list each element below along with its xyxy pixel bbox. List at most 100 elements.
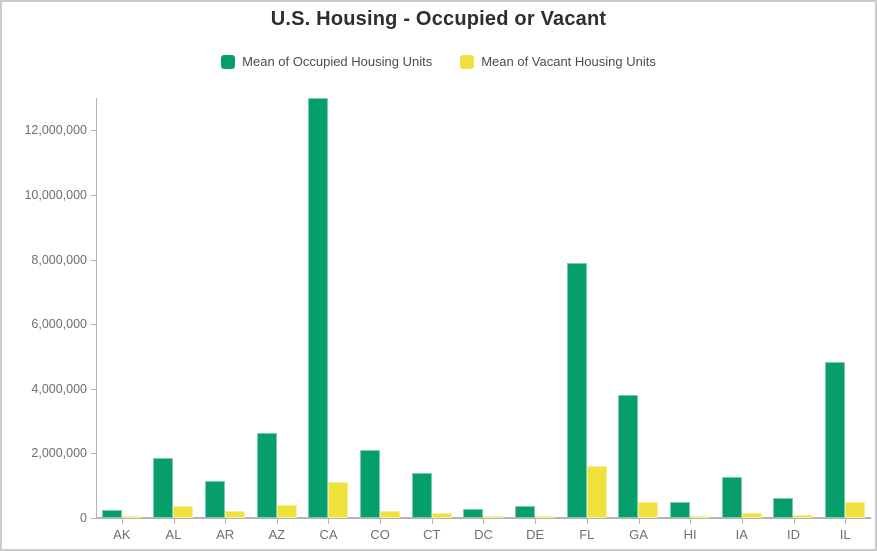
y-axis-tick-mark (91, 195, 96, 196)
x-axis-tick-mark (639, 519, 640, 524)
y-axis-tick-mark (91, 518, 96, 519)
x-axis-label-al: AL (165, 527, 182, 542)
bar-group-fl (561, 98, 613, 518)
x-axis-tick-mark (690, 519, 691, 524)
legend-item-vacant[interactable]: Mean of Vacant Housing Units (460, 54, 656, 69)
bar-occupied-az[interactable] (256, 433, 277, 518)
occupied-series-swatch-icon (221, 54, 236, 69)
chart-title: U.S. Housing - Occupied or Vacant (270, 8, 607, 30)
x-axis-label-fl: FL (579, 527, 595, 542)
bar-group-ct (406, 98, 458, 518)
bar-occupied-al[interactable] (153, 458, 174, 518)
x-axis-label-il: IL (839, 527, 851, 542)
bar-occupied-ca[interactable] (308, 98, 329, 518)
y-axis-tick-label: 6,000,000 (31, 317, 87, 332)
vacant-series-swatch-icon (460, 54, 475, 69)
y-axis-tick-label: 0 (80, 511, 87, 525)
x-axis-tick-mark (845, 519, 846, 524)
y-axis-tick-label: 12,000,000 (24, 123, 87, 138)
bar-occupied-il[interactable] (825, 362, 846, 518)
y-axis-tick-label: 4,000,000 (31, 381, 87, 396)
bar-occupied-ak[interactable] (101, 510, 122, 518)
x-axis-label-de: DE (526, 527, 545, 542)
bar-occupied-co[interactable] (360, 450, 381, 518)
x-axis-label-ak: AK (113, 527, 131, 542)
x-axis-line (96, 517, 871, 519)
x-axis-label-id: ID (786, 527, 800, 542)
bar-vacant-ak[interactable] (121, 516, 142, 518)
bar-occupied-hi[interactable] (670, 502, 691, 518)
x-axis-label-hi: HI (683, 527, 697, 542)
legend-label-vacant: Mean of Vacant Housing Units (481, 54, 656, 69)
x-axis-tick-mark (587, 519, 588, 524)
x-axis-tick-mark (328, 519, 329, 524)
x-axis-tick-mark (742, 519, 743, 524)
x-axis-label-ct: CT (423, 527, 441, 542)
bar-occupied-de[interactable] (515, 506, 536, 518)
x-axis-tick-mark (174, 519, 175, 524)
bar-vacant-co[interactable] (380, 511, 401, 518)
bar-group-ga (613, 98, 665, 518)
y-axis-tick-label: 2,000,000 (31, 446, 87, 461)
bar-vacant-ar[interactable] (225, 511, 246, 518)
bar-occupied-fl[interactable] (566, 263, 587, 518)
bar-group-id (768, 98, 820, 518)
bar-group-il (819, 98, 871, 518)
x-axis-tick-mark (483, 519, 484, 524)
x-axis-tick-mark (535, 519, 536, 524)
legend-label-occupied: Mean of Occupied Housing Units (242, 54, 433, 69)
y-axis-tick-mark (91, 260, 96, 261)
bar-group-az (251, 98, 303, 518)
x-axis-label-az: AZ (268, 527, 286, 542)
y-axis-tick-mark (91, 389, 96, 390)
x-axis-tick-mark (277, 519, 278, 524)
x-axis-label-ca: CA (319, 527, 338, 542)
bar-vacant-ca[interactable] (328, 482, 349, 518)
x-axis-label-dc: DC (474, 527, 493, 542)
bar-group-ar (199, 98, 251, 518)
bar-occupied-dc[interactable] (463, 509, 484, 518)
bar-group-co (354, 98, 406, 518)
y-axis-tick-mark (91, 324, 96, 325)
legend-item-occupied[interactable]: Mean of Occupied Housing Units (221, 54, 432, 69)
bar-vacant-dc[interactable] (483, 516, 504, 518)
x-axis-tick-mark (432, 519, 433, 524)
y-axis-line (96, 98, 97, 518)
bar-vacant-hi[interactable] (690, 516, 711, 518)
bar-vacant-fl[interactable] (586, 466, 607, 518)
bar-vacant-ia[interactable] (741, 513, 762, 518)
bar-vacant-ga[interactable] (638, 502, 659, 518)
bar-group-de (509, 98, 561, 518)
bar-group-ca (303, 98, 355, 518)
bar-occupied-id[interactable] (773, 498, 794, 518)
bar-occupied-ia[interactable] (721, 477, 742, 518)
bar-vacant-de[interactable] (535, 516, 556, 518)
x-axis-label-ga: GA (629, 527, 648, 542)
bar-group-dc (458, 98, 510, 518)
bar-vacant-il[interactable] (845, 502, 866, 518)
bar-vacant-ct[interactable] (431, 513, 452, 518)
x-axis-label-co: CO (370, 527, 390, 542)
bar-group-al (148, 98, 200, 518)
x-axis-tick-mark (794, 519, 795, 524)
bar-vacant-az[interactable] (276, 505, 297, 518)
bar-group-hi (664, 98, 716, 518)
bar-vacant-id[interactable] (793, 515, 814, 518)
x-axis-tick-mark (122, 519, 123, 524)
x-axis-label-ar: AR (216, 527, 235, 542)
y-axis-tick-label: 8,000,000 (31, 252, 87, 267)
y-axis-tick-mark (91, 130, 96, 131)
bar-occupied-ar[interactable] (205, 481, 226, 518)
x-axis-label-ia: IA (735, 527, 748, 542)
y-axis-tick-label: 10,000,000 (24, 187, 87, 202)
y-axis-tick-mark (91, 453, 96, 454)
bar-group-ia (716, 98, 768, 518)
x-axis-tick-mark (380, 519, 381, 524)
legend: Mean of Occupied Housing Units Mean of V… (2, 54, 875, 69)
bar-group-ak (96, 98, 148, 518)
bar-occupied-ct[interactable] (411, 473, 432, 518)
bar-occupied-ga[interactable] (618, 395, 639, 518)
bar-vacant-al[interactable] (173, 506, 194, 518)
x-axis-tick-mark (225, 519, 226, 524)
